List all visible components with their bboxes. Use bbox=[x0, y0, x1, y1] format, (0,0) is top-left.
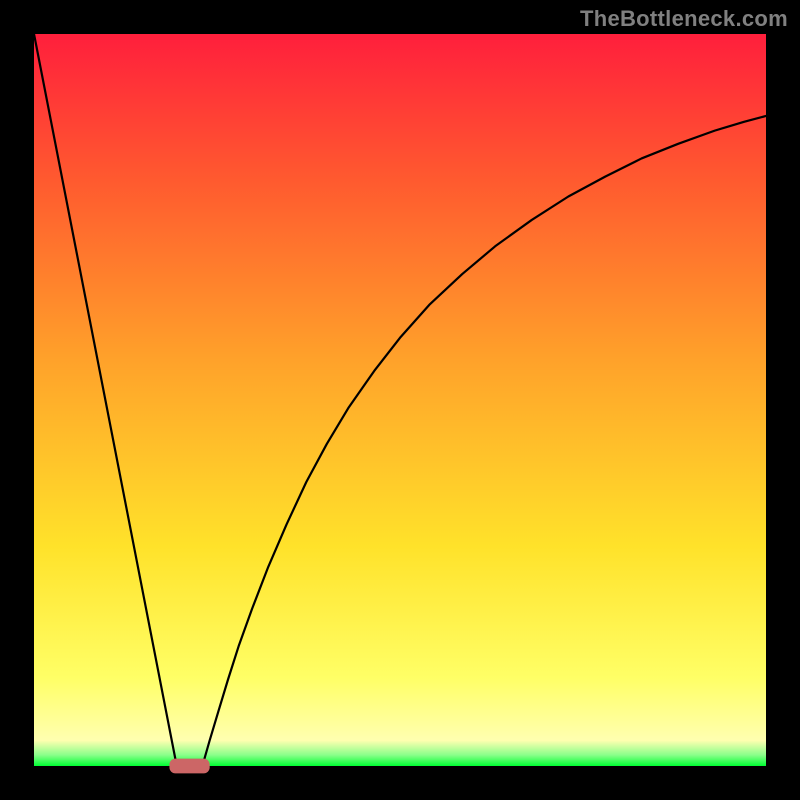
chart-container: TheBottleneck.com bbox=[0, 0, 800, 800]
chart-background-gradient bbox=[34, 34, 766, 766]
bottleneck-marker bbox=[169, 759, 209, 774]
watermark-text: TheBottleneck.com bbox=[580, 6, 788, 32]
bottleneck-chart bbox=[0, 0, 800, 800]
